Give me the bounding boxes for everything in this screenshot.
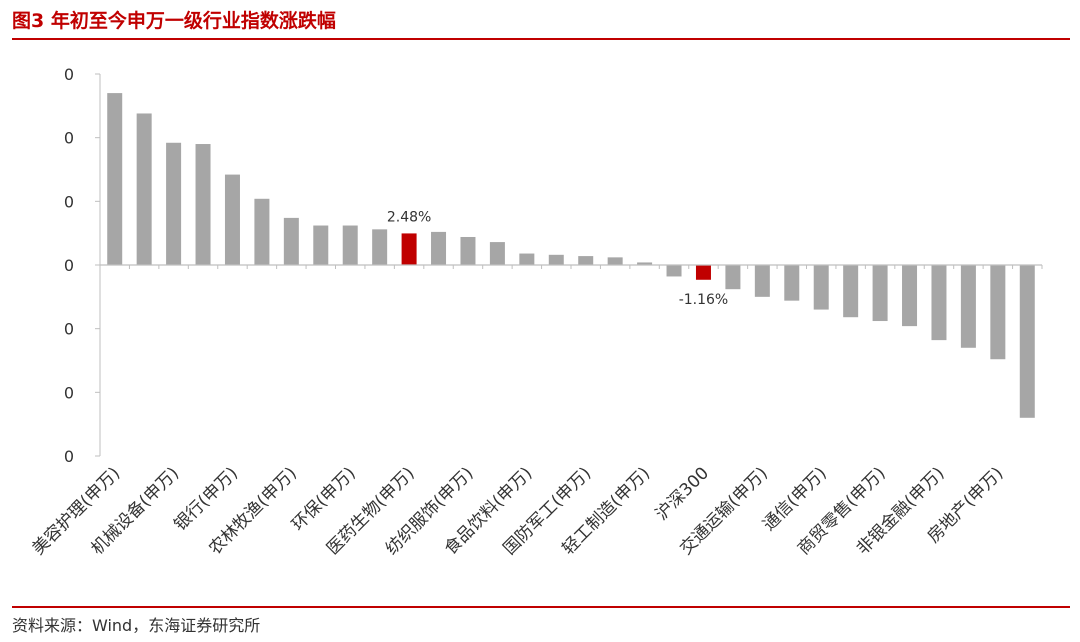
y-tick-label: 0 [64,256,74,275]
source-rule [12,606,1070,608]
bar [431,231,447,265]
y-tick-label: 0 [64,447,74,466]
bar [637,262,653,265]
bar [372,229,388,265]
chart-title: 图3 年初至今申万一级行业指数涨跌幅 [12,10,336,32]
bar [254,198,270,265]
title-rule [12,38,1070,40]
y-tick-label: 0 [64,192,74,211]
bar [960,265,976,348]
bar [607,257,623,265]
bar [283,217,299,265]
y-tick-label: 0 [64,65,74,84]
bar [872,265,888,322]
x-axis [99,264,1043,269]
bar [784,265,800,301]
y-tick-label: 0 [64,129,74,148]
y-tick-label: 0 [64,383,74,402]
bar [460,236,476,265]
data-labels: 2.48% -1.16% [387,209,728,307]
bar [489,242,505,265]
bar [166,142,182,265]
bar [725,265,741,290]
bar [754,265,770,297]
bar-highlight [695,265,711,280]
bar [519,253,535,265]
bar [843,265,859,318]
bar [666,265,682,277]
bar [813,265,829,310]
x-tick-label: 沪深300 [652,463,713,524]
source-note: 资料来源：Wind，东海证券研究所 [12,616,261,635]
bar [195,144,211,265]
bar [931,265,947,341]
bar [313,225,329,265]
bar [136,113,152,266]
bar [578,256,594,265]
bar [548,254,564,265]
bar [224,174,240,265]
bars [107,93,1035,418]
data-label: 2.48% [387,209,431,225]
y-axis: 0 0 0 0 0 0 0 [64,65,101,466]
bar [902,265,918,327]
data-label: -1.16% [679,292,729,308]
bar [342,225,358,265]
bar [107,93,123,265]
x-tick-labels: 美容护理(申万)机械设备(申万)银行(申万)农林牧渔(申万)环保(申万)医药生物… [29,463,1008,559]
bar [1019,265,1035,418]
y-tick-label: 0 [64,320,74,339]
bar [990,265,1006,360]
bar-highlight [401,233,417,265]
